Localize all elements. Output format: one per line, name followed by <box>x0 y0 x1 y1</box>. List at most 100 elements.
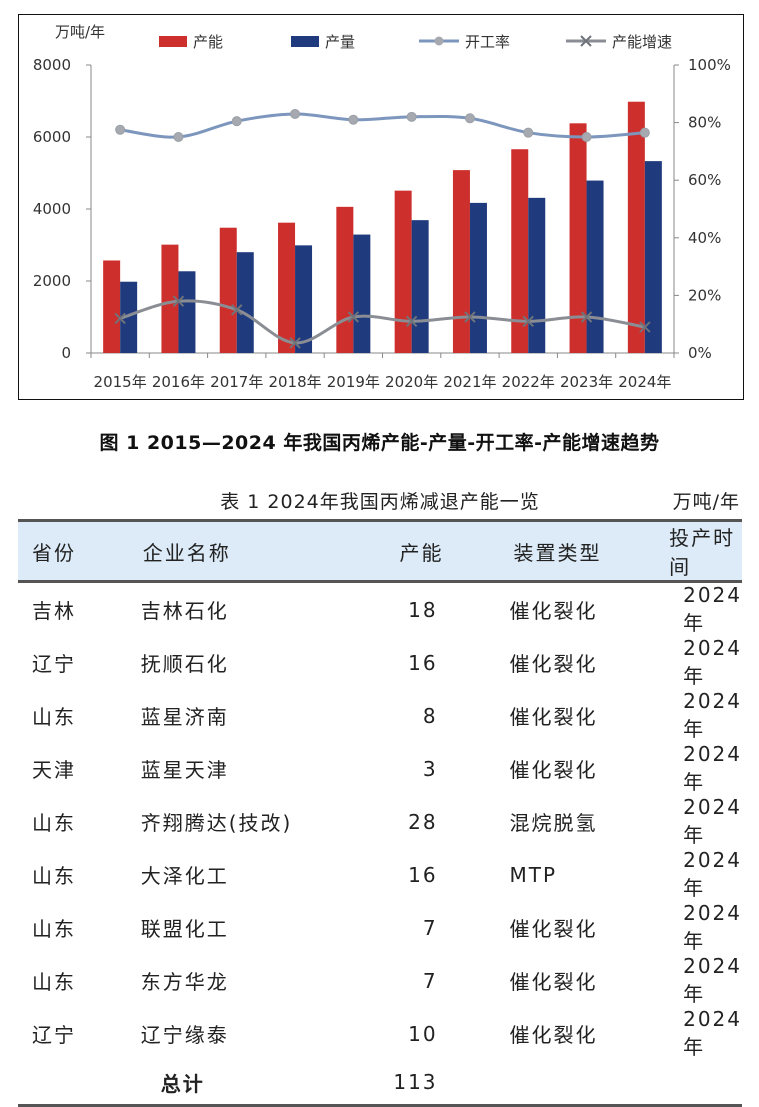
table-row: 山东 蓝星济南 8 催化裂化 2024年 <box>18 689 742 742</box>
cell-province: 山东 <box>32 970 76 994</box>
chart-container: 0 2000 4000 6000 8000 0% 20% 40% 60% 80% 100% 万吨/年 2… <box>18 14 744 400</box>
cell-province: 山东 <box>32 705 76 729</box>
x-tick-label: 2017年 <box>210 373 263 391</box>
capacity-table: 省份 企业名称 产能 装置类型 投产时间 吉林 吉林石化 18 催化裂化 202… <box>18 519 742 1107</box>
x-tick-label: 2021年 <box>443 373 496 391</box>
table-total-row: 总计 113 <box>18 1060 742 1107</box>
cell-company: 吉林石化 <box>140 599 229 623</box>
cell-start-time: 2024年 <box>683 636 742 688</box>
cell-capacity: 3 <box>422 756 438 781</box>
y-right-tick-label: 0% <box>688 344 712 362</box>
utilization-point <box>173 132 184 142</box>
cell-company: 蓝星济南 <box>140 705 229 729</box>
cell-capacity: 18 <box>408 597 438 622</box>
cell-unit-type: 催化裂化 <box>509 1023 598 1047</box>
table-row: 辽宁 辽宁缘泰 10 催化裂化 2024年 <box>18 1007 742 1060</box>
bar-output <box>236 252 254 353</box>
cell-unit-type: 催化裂化 <box>509 970 598 994</box>
y-right-tick-label: 40% <box>688 229 721 247</box>
cell-company: 联盟化工 <box>140 917 229 941</box>
table-unit: 万吨/年 <box>672 491 740 513</box>
cell-start-time: 2024年 <box>683 742 742 794</box>
cell-company: 蓝星天津 <box>140 758 229 782</box>
legend-marker <box>580 35 592 47</box>
cell-province: 山东 <box>32 917 76 941</box>
bar-capacity <box>569 123 587 353</box>
cell-capacity: 7 <box>422 968 438 993</box>
bar-capacity <box>336 206 354 353</box>
cell-empty <box>463 1060 650 1107</box>
y-right-tick-label: 60% <box>688 171 721 189</box>
growth-point <box>639 321 651 333</box>
cell-unit-type: 催化裂化 <box>509 917 598 941</box>
cell-start-time: 2024年 <box>683 689 742 741</box>
bar-capacity <box>278 222 296 353</box>
cell-capacity: 8 <box>422 703 438 728</box>
growth-point <box>114 312 126 325</box>
y-left-tick-label: 2000 <box>33 272 71 290</box>
cell-unit-type: 催化裂化 <box>509 705 598 729</box>
cell-company: 辽宁缘泰 <box>140 1023 229 1047</box>
cell-start-time: 2024年 <box>683 954 742 1006</box>
header-start-time: 投产时间 <box>649 519 742 583</box>
x-tick-label: 2016年 <box>152 373 205 391</box>
cell-province: 辽宁 <box>32 1023 76 1047</box>
bar-capacity <box>103 260 121 353</box>
legend-swatch <box>159 36 187 47</box>
cell-empty <box>18 1060 113 1107</box>
cell-start-time: 2024年 <box>683 1007 742 1059</box>
table-row: 天津 蓝星天津 3 催化裂化 2024年 <box>18 742 742 795</box>
growth-line <box>119 299 646 345</box>
bar-capacity <box>511 149 529 353</box>
table-header-row: 省份 企业名称 产能 装置类型 投产时间 <box>18 519 742 583</box>
bar-output <box>178 271 196 353</box>
bar-capacity <box>161 244 179 353</box>
cell-start-time: 2024年 <box>683 901 742 953</box>
bar-capacity <box>394 190 412 353</box>
cell-company: 大泽化工 <box>140 864 229 888</box>
table-row: 山东 大泽化工 16 MTP 2024年 <box>18 848 742 901</box>
y-left-tick-label: 8000 <box>33 56 71 74</box>
utilization-point <box>348 114 359 125</box>
legend-marker <box>434 36 444 46</box>
cell-company: 抚顺石化 <box>140 652 229 676</box>
growth-point <box>522 315 534 328</box>
cell-capacity: 28 <box>408 809 438 834</box>
utilization-point <box>581 132 592 142</box>
bar-capacity <box>452 170 470 353</box>
cell-province: 天津 <box>32 758 76 782</box>
growth-point <box>231 304 243 316</box>
legend-label: 产能 <box>193 33 223 51</box>
x-tick-label: 2022年 <box>502 373 555 391</box>
y-left-tick-label: 0 <box>61 344 71 362</box>
y-left-tick-label: 4000 <box>33 200 71 218</box>
cell-province: 吉林 <box>32 599 76 623</box>
cell-empty <box>649 1060 742 1107</box>
utilization-point <box>639 127 650 138</box>
cell-unit-type: 催化裂化 <box>509 652 598 676</box>
cell-province: 山东 <box>32 864 76 888</box>
y-left-tick-label: 6000 <box>33 128 71 146</box>
bar-output <box>528 197 546 353</box>
utilization-point <box>231 116 242 127</box>
cell-unit-type: MTP <box>509 862 558 887</box>
utilization-point <box>290 108 301 119</box>
growth-point <box>347 311 360 323</box>
header-company: 企业名称 <box>112 519 350 583</box>
header-province: 省份 <box>18 519 113 583</box>
figure-caption: 图 1 2015—2024 年我国丙烯产能-产量-开工率-产能增速趋势 <box>99 432 660 454</box>
cell-company: 齐翔腾达(技改) <box>140 811 293 835</box>
combo-chart: 0 2000 4000 6000 8000 0% 20% 40% 60% 80% 100% 万吨/年 2… <box>33 23 731 391</box>
y-right-tick-label: 20% <box>688 286 721 304</box>
growth-point <box>580 311 593 323</box>
cell-start-time: 2024年 <box>683 795 742 847</box>
y-left-axis-label: 万吨/年 <box>55 23 105 41</box>
bar-output <box>411 220 429 353</box>
bar-capacity <box>219 227 237 353</box>
table-row: 山东 齐翔腾达(技改) 28 混烷脱氢 2024年 <box>18 795 742 848</box>
cell-unit-type: 催化裂化 <box>509 758 598 782</box>
x-tick-label: 2019年 <box>327 373 380 391</box>
growth-point <box>172 295 185 307</box>
legend-label: 产量 <box>325 33 355 51</box>
cell-province: 山东 <box>32 811 76 835</box>
